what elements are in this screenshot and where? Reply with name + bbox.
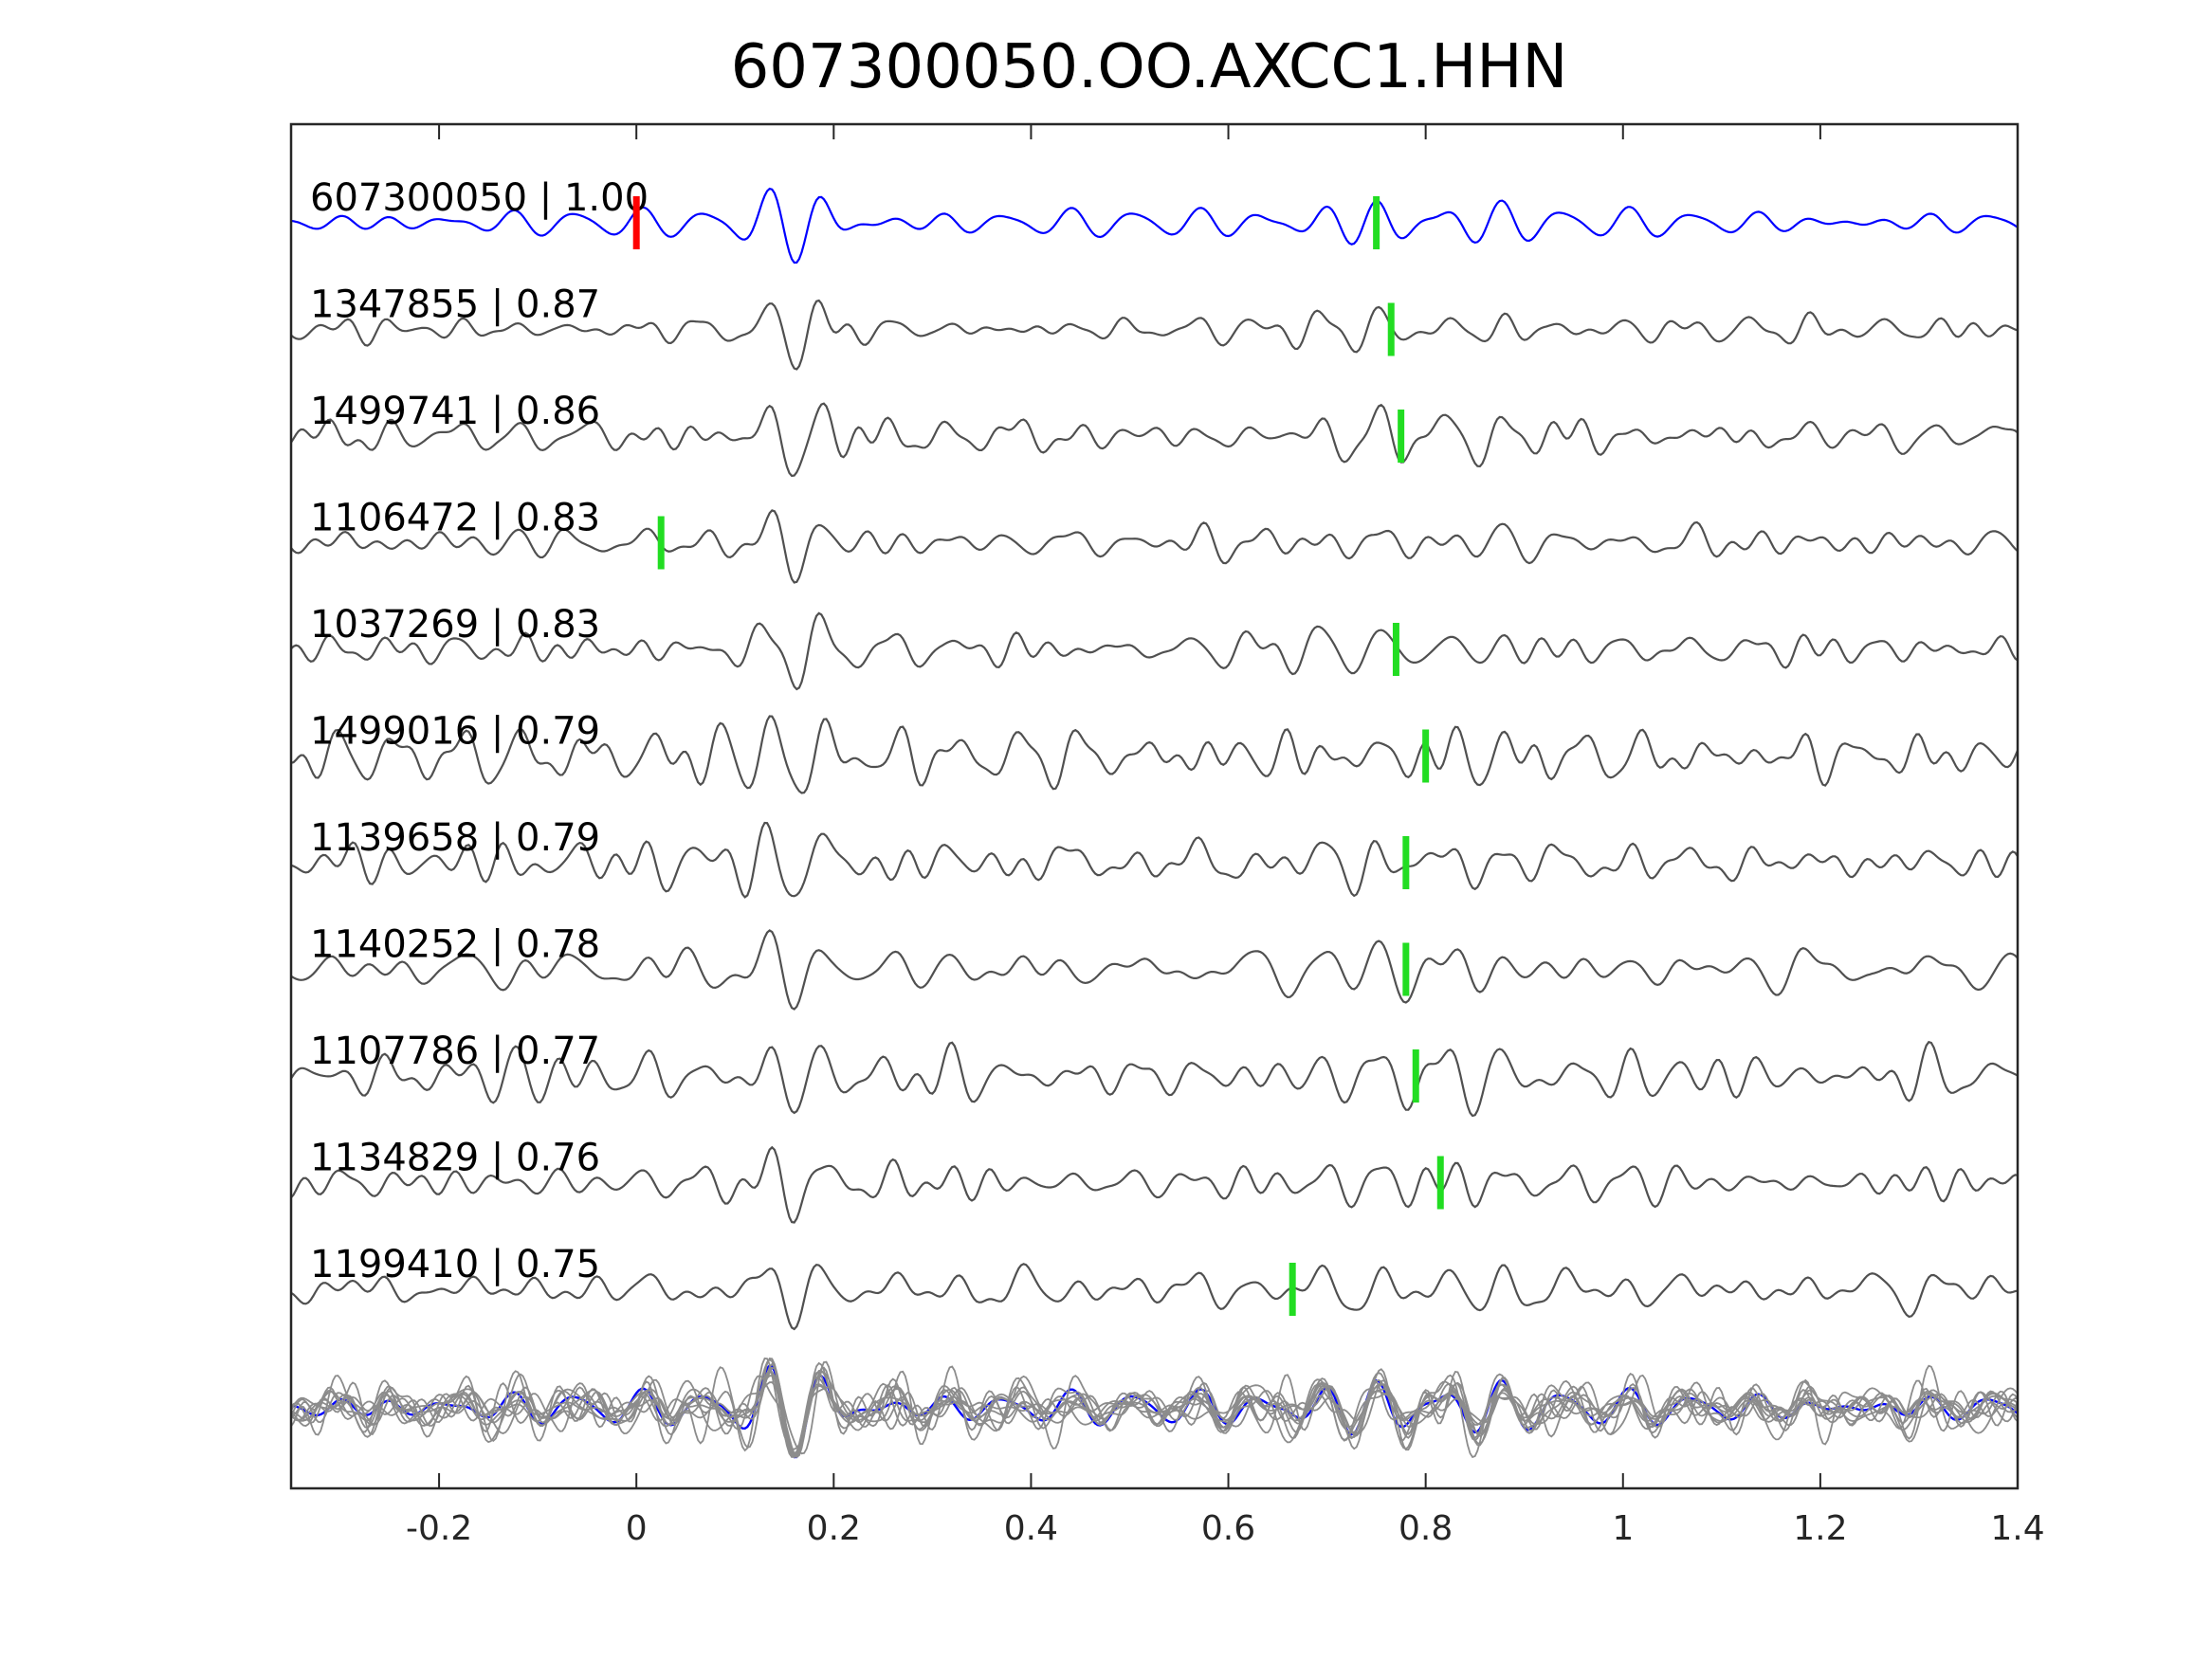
- trace-line-1139658: [290, 821, 2019, 899]
- pick-marker-group: [632, 196, 1444, 1316]
- trace-line-607300050: [290, 187, 2019, 264]
- x-tick-label: 1: [1612, 1509, 1634, 1548]
- x-tick-label: 1.4: [1990, 1509, 2044, 1548]
- trace-line-1107786: [290, 1040, 2019, 1118]
- trace-label-1037269: 1037269 | 0.83: [310, 603, 600, 647]
- trace-line-1037269: [290, 611, 2019, 691]
- stack-line-1499016: [290, 1358, 2019, 1455]
- x-tick-label: -0.2: [406, 1509, 472, 1548]
- trace-label-1499016: 1499016 | 0.79: [310, 710, 600, 754]
- trace-label-1106472: 1106472 | 0.83: [310, 497, 600, 540]
- trace-line-1134829: [290, 1145, 2019, 1224]
- trace-label-1139658: 1139658 | 0.79: [310, 816, 600, 860]
- trace-label-1347855: 1347855 | 0.87: [310, 283, 600, 327]
- trace-label-1134829: 1134829 | 0.76: [310, 1137, 600, 1180]
- x-tick-label: 0.6: [1201, 1509, 1255, 1548]
- trace-group: [290, 187, 2020, 1459]
- x-tick-label: 1.2: [1793, 1509, 1847, 1548]
- stack-line-1199410: [290, 1375, 2019, 1459]
- trace-line-1199410: [290, 1263, 2019, 1331]
- x-tick-label: 0.4: [1004, 1509, 1058, 1548]
- axes-frame: [289, 122, 2020, 1490]
- trace-label-607300050: 607300050 | 1.00: [310, 176, 649, 220]
- trace-line-1140252: [290, 929, 2019, 1011]
- x-axis-ticks: -0.2 0 0.2 0.4 0.6 0.8 1 1.2 1.4: [406, 124, 2045, 1548]
- x-tick-label: 0: [626, 1509, 648, 1548]
- trace-line-1106472: [290, 509, 2019, 584]
- trace-line-1499016: [290, 715, 2020, 794]
- stack-line-1037269: [290, 1361, 2019, 1459]
- trace-label-1140252: 1140252 | 0.78: [310, 923, 600, 967]
- trace-label-1199410: 1199410 | 0.75: [310, 1243, 600, 1286]
- stack-line-1134829: [290, 1362, 2019, 1459]
- trace-label-1499741: 1499741 | 0.86: [310, 390, 600, 433]
- trace-label-1107786: 1107786 | 0.77: [310, 1030, 600, 1073]
- chart-title: 607300050.OO.AXCC1.HHN: [731, 32, 1568, 102]
- trace-line-1499741: [290, 402, 2019, 478]
- trace-label-group: 607300050 | 1.00 1347855 | 0.87 1499741 | …: [310, 176, 649, 1286]
- trace-line-1347855: [290, 299, 2019, 371]
- x-tick-label: 0.8: [1398, 1509, 1453, 1548]
- x-tick-label: 0.2: [807, 1509, 861, 1548]
